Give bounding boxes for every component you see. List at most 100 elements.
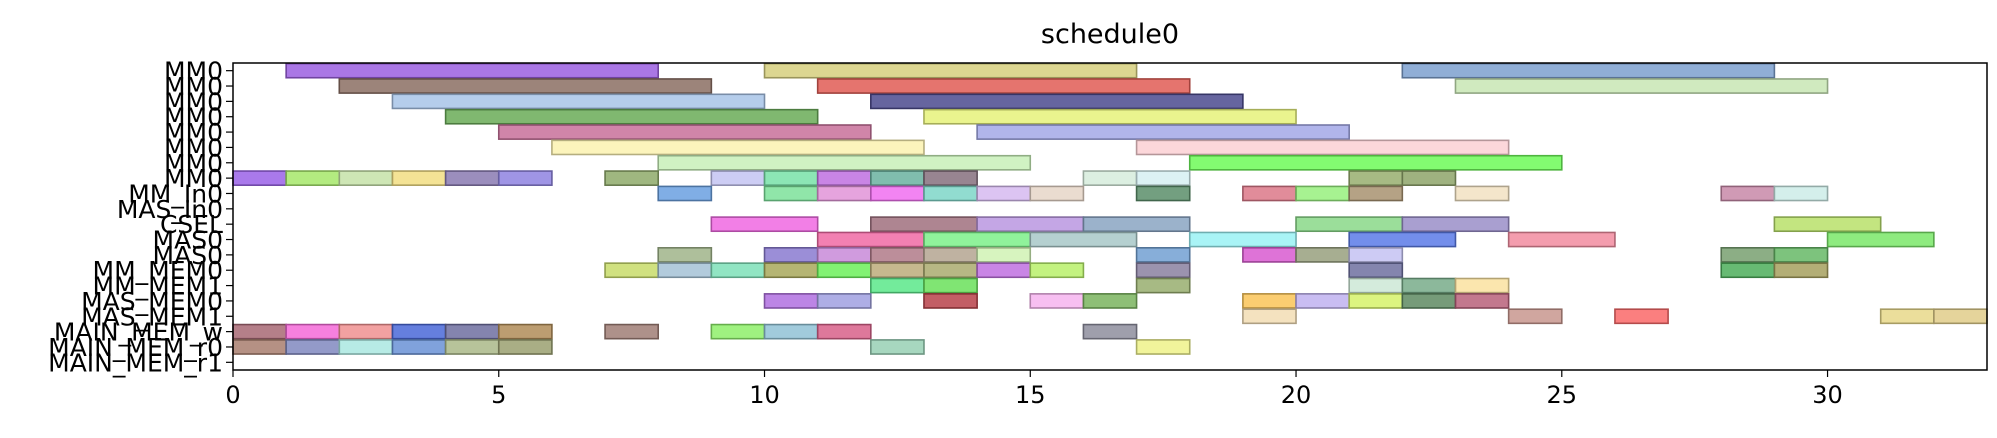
y-tick-label: MM0 bbox=[164, 103, 223, 132]
x-tick-label: 5 bbox=[491, 381, 506, 409]
task-bar bbox=[710, 262, 766, 279]
task-bar bbox=[497, 339, 553, 355]
task-bar bbox=[1720, 262, 1776, 279]
task-bar bbox=[763, 323, 819, 340]
task-bar bbox=[444, 108, 819, 125]
task-bar bbox=[870, 93, 1244, 110]
task-bar bbox=[923, 231, 1032, 248]
y-tick-label: MAS0 bbox=[153, 226, 223, 255]
task-bar bbox=[923, 108, 1297, 125]
task-bar bbox=[1933, 308, 1988, 325]
task-bar bbox=[1454, 293, 1510, 309]
task-bar bbox=[763, 262, 819, 279]
task-bar bbox=[497, 124, 872, 140]
task-bar bbox=[1401, 293, 1457, 309]
task-bar bbox=[976, 124, 1350, 140]
task-bar bbox=[1188, 154, 1563, 171]
task-bar bbox=[391, 93, 766, 110]
task-bar bbox=[232, 170, 287, 186]
task-bar bbox=[763, 247, 819, 263]
task-bar bbox=[870, 247, 925, 263]
y-tick-label: MAS_MEM0 bbox=[81, 287, 223, 316]
x-tick-label: 10 bbox=[749, 381, 780, 409]
task-bar bbox=[1135, 185, 1191, 202]
task-bar bbox=[1348, 247, 1404, 263]
task-bar bbox=[1029, 262, 1085, 279]
y-tick-label: MM_In0 bbox=[128, 179, 223, 208]
y-tick-label: MM0 bbox=[164, 87, 223, 116]
task-bar bbox=[232, 323, 287, 340]
y-tick-label: MM_MEM0 bbox=[93, 256, 223, 285]
task-bar bbox=[604, 262, 660, 279]
task-bar bbox=[1135, 339, 1191, 355]
task-bar bbox=[710, 323, 766, 340]
task-bar bbox=[1135, 262, 1191, 279]
y-tick-label: MM0 bbox=[164, 57, 223, 86]
task-bar bbox=[763, 62, 1138, 79]
task-bar bbox=[444, 170, 500, 186]
task-bar bbox=[976, 216, 1085, 233]
task-bar bbox=[1242, 293, 1297, 309]
task-bar bbox=[1507, 231, 1616, 248]
task-bar bbox=[1720, 185, 1776, 202]
task-bar bbox=[816, 78, 1191, 94]
task-bar bbox=[1295, 185, 1350, 202]
task-bar bbox=[816, 170, 872, 186]
task-bar bbox=[1188, 231, 1297, 248]
task-bar bbox=[763, 185, 819, 202]
x-tick-label: 15 bbox=[1015, 381, 1046, 409]
task-bar bbox=[976, 262, 1032, 279]
y-tick-label: MM0 bbox=[164, 149, 223, 178]
task-bar bbox=[870, 262, 925, 279]
task-bar bbox=[1082, 293, 1138, 309]
task-bar bbox=[1348, 170, 1404, 186]
task-bar bbox=[1773, 216, 1882, 233]
task-bars bbox=[232, 62, 1988, 355]
task-bar bbox=[816, 323, 872, 340]
task-bar bbox=[551, 139, 925, 156]
task-bar bbox=[285, 339, 341, 355]
task-bar bbox=[1454, 78, 1829, 94]
task-bar bbox=[1029, 185, 1085, 202]
task-bar bbox=[1135, 277, 1191, 294]
task-bar bbox=[1242, 308, 1297, 325]
task-bar bbox=[232, 339, 287, 355]
task-bar bbox=[1082, 170, 1138, 186]
task-bar bbox=[497, 323, 553, 340]
y-tick-label: MM0 bbox=[164, 164, 223, 193]
task-bar bbox=[338, 170, 394, 186]
x-axis-ticks: 0 5 10 15 20 25 30 bbox=[225, 370, 1843, 409]
y-axis-labels: MM0MM0MM0MM0MM0MM0MM0MM0MM_In0MAS_In0CSE… bbox=[48, 57, 233, 377]
x-tick-label: 30 bbox=[1812, 381, 1843, 409]
task-bar bbox=[1401, 277, 1457, 294]
task-bar bbox=[1295, 293, 1350, 309]
task-bar bbox=[444, 339, 500, 355]
task-bar bbox=[1348, 293, 1404, 309]
x-tick-label: 0 bbox=[225, 381, 240, 409]
task-bar bbox=[285, 170, 341, 186]
task-bar bbox=[1401, 170, 1457, 186]
task-bar bbox=[870, 170, 925, 186]
task-bar bbox=[923, 185, 978, 202]
task-bar bbox=[816, 185, 872, 202]
task-bar bbox=[1295, 247, 1350, 263]
task-bar bbox=[1348, 262, 1404, 279]
task-bar bbox=[604, 323, 660, 340]
task-bar bbox=[923, 247, 978, 263]
task-bar bbox=[923, 262, 978, 279]
task-bar bbox=[1348, 231, 1457, 248]
task-bar bbox=[391, 170, 447, 186]
y-tick-label: MM0 bbox=[164, 118, 223, 147]
task-bar bbox=[1454, 185, 1510, 202]
task-bar bbox=[870, 277, 925, 294]
y-tick-label: MM0 bbox=[164, 72, 223, 101]
task-bar bbox=[816, 247, 872, 263]
y-tick-label: MM_MEM1 bbox=[93, 272, 223, 301]
y-tick-label: MAS_In0 bbox=[117, 195, 223, 224]
x-tick-label: 20 bbox=[1281, 381, 1312, 409]
task-bar bbox=[1242, 185, 1297, 202]
task-bar bbox=[710, 170, 766, 186]
task-bar bbox=[338, 78, 713, 94]
task-bar bbox=[1348, 185, 1404, 202]
